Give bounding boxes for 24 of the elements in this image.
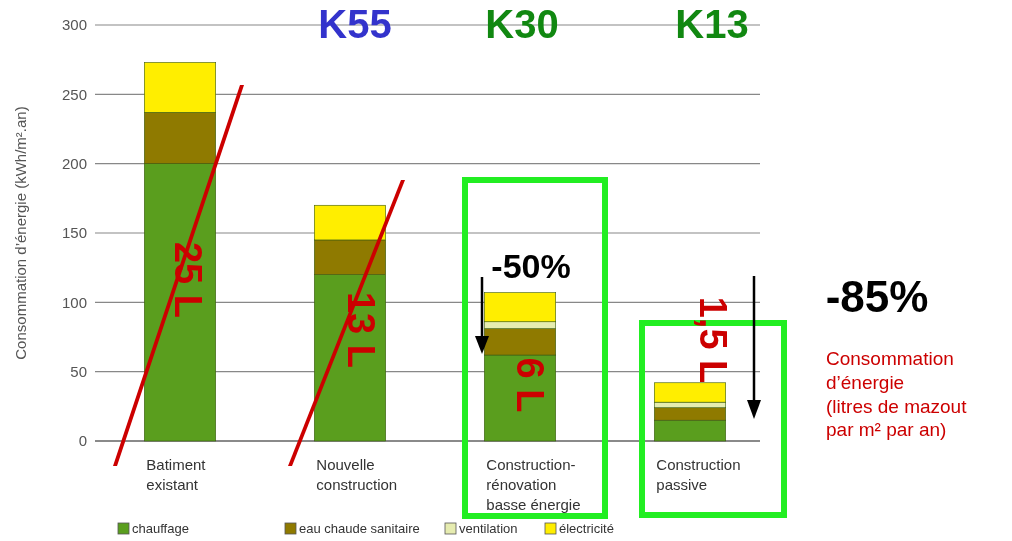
y-tick-label: 250 <box>61 85 87 103</box>
annotation: K30 <box>485 2 559 46</box>
x-tick-label: Construction passive <box>656 456 741 493</box>
y-tick-label: 100 <box>61 293 87 311</box>
annotation: -50% <box>491 246 571 285</box>
y-tick-label: 300 <box>61 16 87 34</box>
text: Consommation d’énergie (litres de mazout par m² par an) <box>826 348 968 441</box>
legend-label: chauffage <box>132 521 189 536</box>
y-tick-label: 200 <box>61 154 87 172</box>
text: -85% <box>825 272 929 321</box>
annotation: 1,5 L <box>691 296 734 384</box>
x-tick-label: Construction-rénovation basse énergie <box>486 456 581 513</box>
annotation: 6 L <box>508 357 551 413</box>
y-tick-label: 50 <box>70 362 87 380</box>
legend-label: ventilation <box>459 521 518 536</box>
annotation: K55 <box>318 2 392 46</box>
legend-label: électricité <box>559 521 614 536</box>
legend-label: eau chaude sanitaire <box>299 521 420 536</box>
y-axis-title: Consommation d’énergie (kWh/m².an) <box>12 106 29 360</box>
annotation: K13 <box>675 2 749 46</box>
x-tick-label: Nouvelle construction <box>316 456 398 493</box>
x-tick-label: Batiment existant <box>146 456 207 493</box>
y-tick-label: 0 <box>78 432 87 450</box>
y-tick-label: 150 <box>61 224 87 242</box>
